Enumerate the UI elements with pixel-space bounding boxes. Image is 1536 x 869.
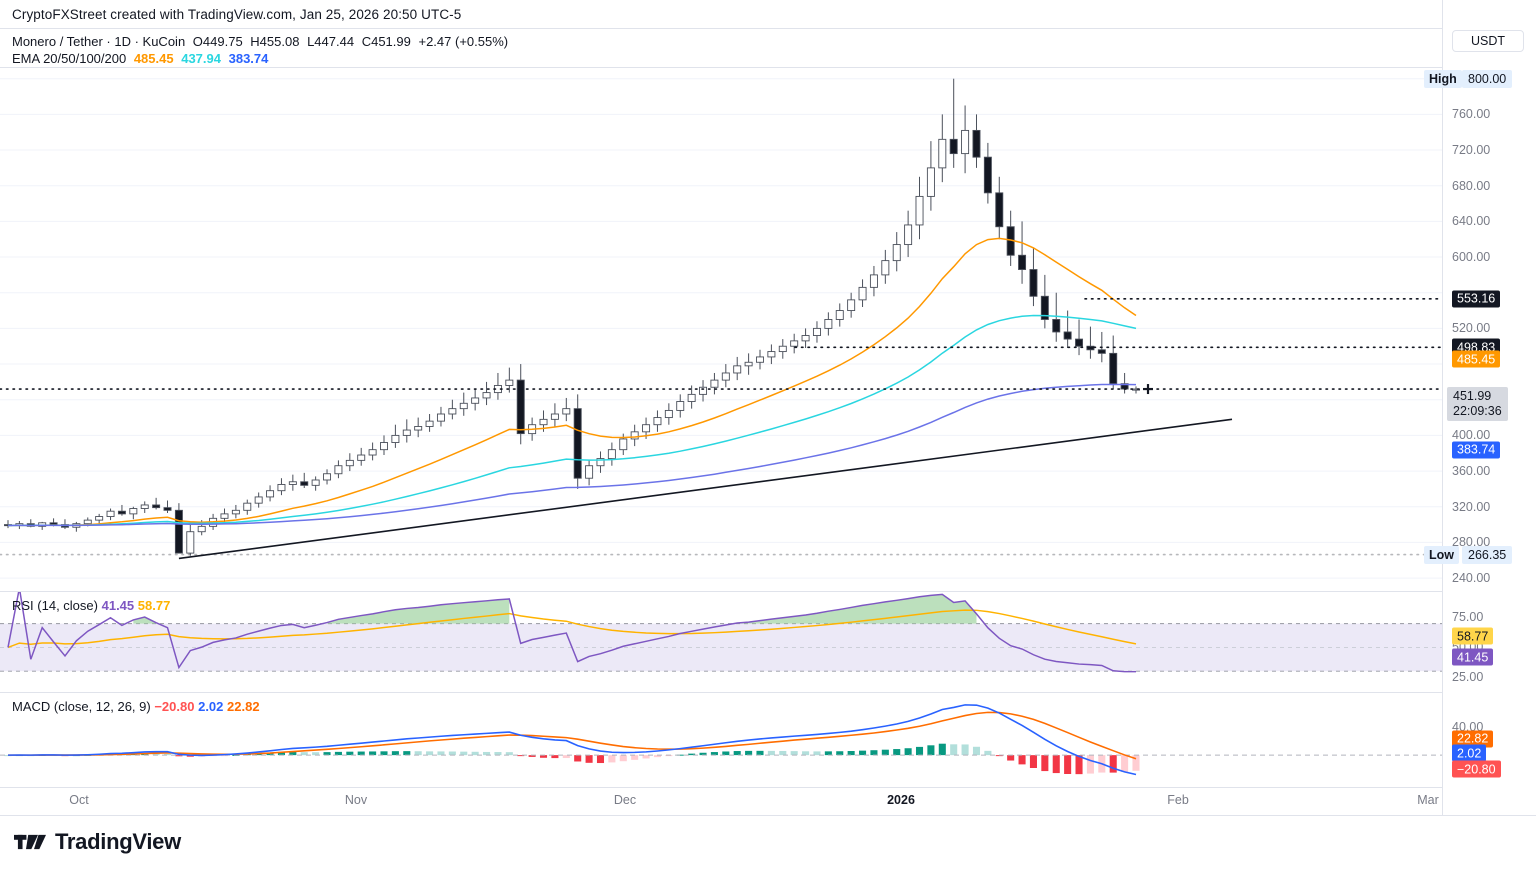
rsi-value-tag: 58.77 — [1452, 627, 1494, 645]
price-axis-tick: 240.00 — [1452, 571, 1491, 586]
price-axis-tick: 720.00 — [1452, 143, 1491, 158]
price-axis-tick: 400.00 — [1452, 428, 1491, 443]
macd-value-tag: 2.02 — [1452, 744, 1487, 762]
price-axis-tick: 600.00 — [1452, 250, 1491, 265]
rsi-axis-tick: 25.00 — [1452, 670, 1484, 684]
rsi-pane-title: RSI (14, close) 41.45 58.77 — [12, 598, 170, 613]
macd-signal-line — [8, 711, 1137, 760]
ema200-value: 383.74 — [228, 51, 269, 66]
price-axis-tick: 640.00 — [1452, 214, 1491, 229]
ema-indicator-label[interactable]: EMA 20/50/100/200 — [12, 51, 127, 66]
time-axis-label: Dec — [613, 793, 637, 807]
chart-legend: Monero / Tether · 1D · KuCoin O449.75 H4… — [0, 28, 1442, 68]
macd-chart-svg — [0, 704, 1442, 776]
time-axis-label: Mar — [1417, 793, 1439, 807]
rsi-pane[interactable]: RSI (14, close) 41.45 58.77 — [0, 591, 1442, 690]
price-axis-tick: 320.00 — [1452, 499, 1491, 514]
time-axis-label: Oct — [69, 793, 89, 807]
ema50-line — [7, 314, 1137, 527]
macd-line-value: 2.02 — [198, 699, 224, 714]
time-axis-label: Nov — [344, 793, 368, 807]
crosshair-time: 22:09:36 — [1453, 404, 1502, 419]
low-marker-value: 266.35 — [1462, 545, 1513, 564]
tradingview-mark-icon — [14, 834, 46, 850]
high-marker-label: High — [1424, 69, 1462, 88]
macd-histogram-value: −20.80 — [154, 699, 195, 714]
candlestick-series — [4, 78, 1140, 556]
ema20-line — [7, 237, 1137, 527]
macd-value-tag: −20.80 — [1452, 760, 1501, 778]
macd-line — [7, 704, 1137, 776]
ema50-value: 437.94 — [181, 51, 221, 66]
tradingview-logo[interactable]: TradingView — [14, 829, 181, 855]
ema200-line — [7, 383, 1137, 527]
price-tag: 383.74 — [1452, 441, 1501, 459]
tradingview-wordmark: TradingView — [55, 829, 181, 854]
price-gridlines — [0, 78, 1442, 579]
rsi-level-lines — [0, 623, 1442, 672]
ohlc-high: H455.08 — [250, 34, 300, 49]
macd-histogram — [4, 743, 1140, 775]
price-chart-pane[interactable] — [0, 68, 1442, 587]
macd-value-tag: 22.82 — [1452, 730, 1494, 748]
rsi-value: 41.45 — [101, 598, 135, 613]
ohlc-close: C451.99 — [361, 34, 411, 49]
ema20-value: 485.45 — [133, 51, 174, 66]
crosshair-price-box: 451.99 22:09:36 — [1447, 387, 1508, 422]
footer-bar: TradingView — [0, 815, 1536, 869]
price-axis-tick: 360.00 — [1452, 464, 1491, 479]
rsi-ma-value: 58.77 — [137, 598, 171, 613]
price-axis-tick: 680.00 — [1452, 178, 1491, 193]
price-chart-svg — [0, 78, 1442, 579]
trendline — [178, 418, 1233, 560]
rsi-overbought-fill — [133, 594, 977, 624]
attribution-text: CryptoFXStreet created with TradingView.… — [12, 7, 462, 22]
ema-legend-row: EMA 20/50/100/200 485.45 437.94 383.74 — [12, 51, 272, 66]
rsi-ma-line — [7, 609, 1137, 649]
ohlc-low: L447.44 — [307, 34, 355, 49]
macd-pane[interactable]: MACD (close, 12, 26, 9) −20.80 2.02 22.8… — [0, 692, 1442, 787]
rsi-title-label[interactable]: RSI (14, close) — [12, 598, 98, 613]
low-marker-label: Low — [1424, 545, 1459, 564]
time-axis-label: Feb — [1167, 793, 1189, 807]
price-change: +2.47 (+0.55%) — [418, 34, 509, 49]
high-marker-value: 800.00 — [1462, 69, 1513, 88]
rsi-line — [7, 592, 1136, 673]
time-axis-label: 2026 — [887, 793, 915, 807]
price-axis-tick: 520.00 — [1452, 321, 1491, 336]
horizontal-level-lines — [0, 298, 1442, 556]
price-tag: 485.45 — [1452, 350, 1501, 368]
price-axis-tick: 760.00 — [1452, 107, 1491, 122]
macd-title-label[interactable]: MACD (close, 12, 26, 9) — [12, 699, 151, 714]
ohlc-open: O449.75 — [192, 34, 243, 49]
macd-pane-title: MACD (close, 12, 26, 9) −20.80 2.02 22.8… — [12, 699, 260, 714]
macd-signal-value: 22.82 — [227, 699, 260, 714]
rsi-axis-tick: 75.00 — [1452, 610, 1484, 624]
currency-unit-badge: USDT — [1452, 30, 1524, 52]
crosshair-price: 451.99 — [1453, 389, 1492, 404]
symbol-legend-row: Monero / Tether · 1D · KuCoin O449.75 H4… — [12, 34, 512, 49]
symbol-title[interactable]: Monero / Tether · 1D · KuCoin — [12, 34, 186, 49]
time-axis[interactable]: Oct Nov Dec 2026 Feb Mar — [0, 787, 1442, 815]
macd-axis-tick: 40.00 — [1452, 719, 1484, 734]
price-tag: 553.16 — [1452, 290, 1501, 308]
rsi-value-tag: 41.45 — [1452, 648, 1494, 666]
rsi-chart-svg — [0, 592, 1442, 673]
crosshair-marker — [1143, 384, 1153, 395]
